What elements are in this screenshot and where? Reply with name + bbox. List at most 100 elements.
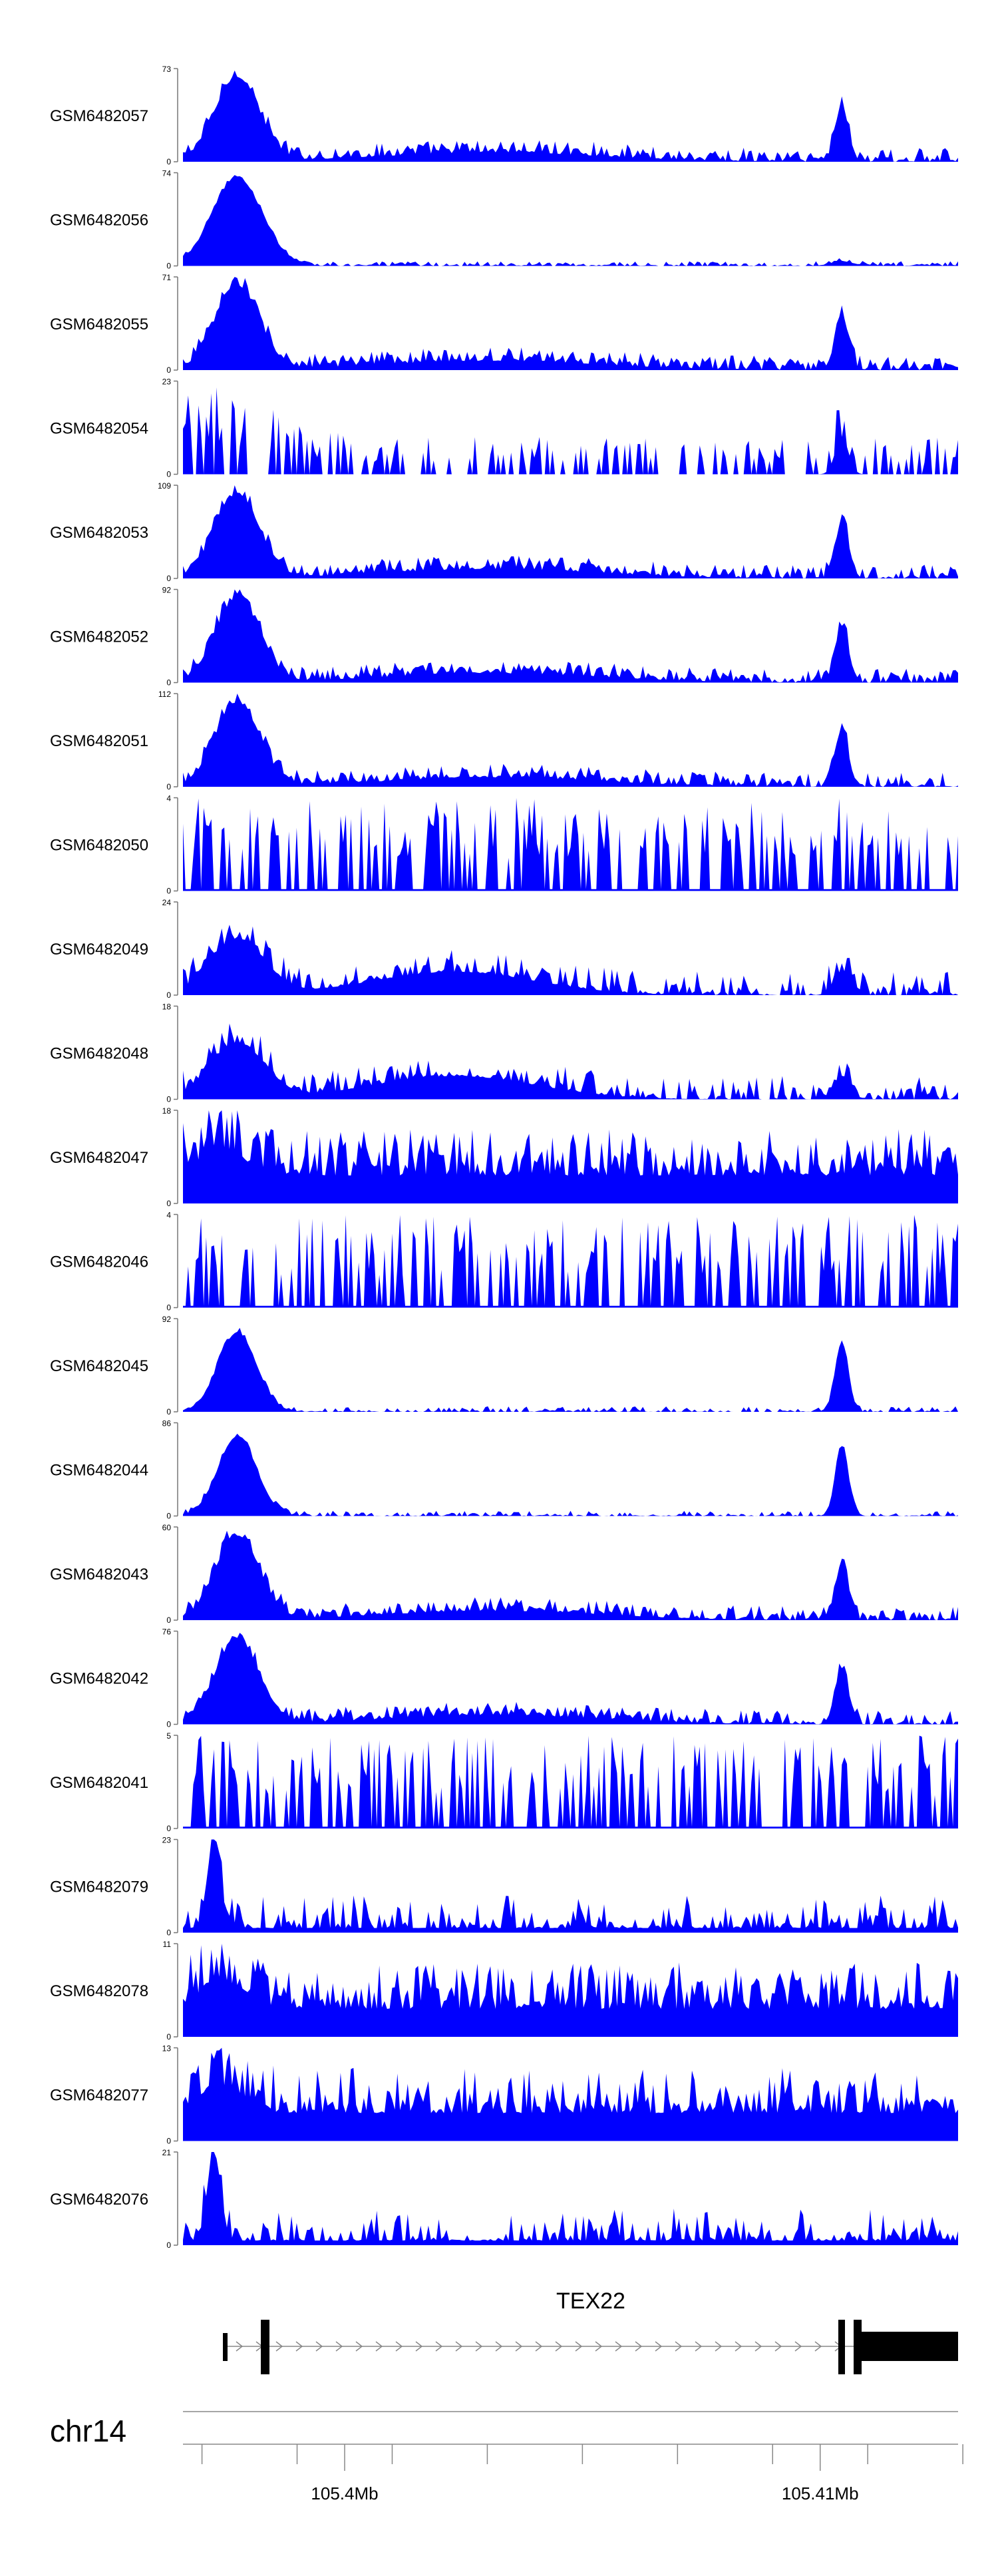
gene-exon: [261, 2320, 269, 2374]
strand-arrow: [555, 2341, 563, 2352]
y-max-label: 24: [162, 898, 172, 907]
axis-tick-label: 105.41Mb: [782, 2483, 859, 2503]
coverage-area: [183, 1023, 958, 1100]
track-GSM6482048: GSM6482048 18 0: [50, 1002, 958, 1104]
sample-label: GSM6482048: [50, 1045, 148, 1063]
track-GSM6482077: GSM6482077 13 0: [50, 2044, 958, 2146]
y-max-label: 92: [162, 586, 172, 595]
sample-label: GSM6482079: [50, 1878, 148, 1896]
sample-label: GSM6482057: [50, 107, 148, 125]
gene-exon: [838, 2320, 845, 2374]
coverage-area: [183, 1530, 958, 1620]
y-zero-label: 0: [166, 2032, 171, 2041]
gene-model: TEX22: [223, 2288, 958, 2374]
strand-arrow: [236, 2341, 244, 2352]
genome-axis: chr14 105.4Mb 105.41Mb: [50, 2411, 963, 2503]
y-zero-label: 0: [166, 1303, 171, 1313]
y-max-label: 11: [163, 1940, 172, 1949]
strand-arrow: [535, 2341, 543, 2352]
coverage-area: [183, 1110, 958, 1203]
strand-arrow: [395, 2341, 403, 2352]
strand-arrow: [794, 2341, 802, 2352]
strand-arrow: [715, 2341, 723, 2352]
coverage-area: [183, 2152, 958, 2245]
y-zero-label: 0: [166, 157, 171, 166]
strand-arrow: [814, 2341, 822, 2352]
track-GSM6482057: GSM6482057 73 0: [50, 65, 958, 166]
strand-arrow: [615, 2341, 623, 2352]
y-zero-label: 0: [166, 990, 171, 1000]
y-zero-label: 0: [166, 1928, 171, 1938]
y-max-label: 5: [166, 1731, 171, 1741]
coverage-area: [183, 1839, 958, 1933]
track-GSM6482051: GSM6482051 112 0: [50, 690, 958, 791]
strand-arrow: [435, 2341, 443, 2352]
strand-arrow: [375, 2341, 383, 2352]
y-max-label: 109: [158, 481, 171, 491]
y-zero-label: 0: [166, 1512, 171, 1521]
coverage-area: [183, 694, 958, 787]
y-zero-label: 0: [166, 678, 171, 688]
y-zero-label: 0: [166, 2241, 171, 2250]
track-GSM6482045: GSM6482045 92 0: [50, 1315, 958, 1416]
track-GSM6482052: GSM6482052 92 0: [50, 586, 958, 688]
y-max-label: 21: [162, 2148, 172, 2157]
chromosome-label: chr14: [50, 2414, 126, 2448]
strand-arrow: [455, 2341, 463, 2352]
strand-arrow: [335, 2341, 343, 2352]
y-zero-label: 0: [166, 1095, 171, 1104]
y-max-label: 4: [166, 794, 171, 803]
strand-arrow: [295, 2341, 303, 2352]
track-GSM6482042: GSM6482042 76 0: [50, 1627, 958, 1729]
y-max-label: 23: [162, 377, 172, 387]
sample-label: GSM6482047: [50, 1149, 148, 1167]
coverage-area: [183, 797, 958, 891]
y-max-label: 18: [162, 1106, 172, 1116]
sample-label: GSM6482041: [50, 1774, 148, 1792]
coverage-area: [183, 485, 958, 578]
strand-arrow: [275, 2341, 283, 2352]
y-zero-label: 0: [166, 887, 171, 896]
track-GSM6482056: GSM6482056 74 0: [50, 169, 958, 271]
y-max-label: 74: [162, 169, 172, 178]
sample-label: GSM6482044: [50, 1462, 148, 1480]
strand-arrow: [774, 2341, 782, 2352]
y-max-label: 112: [158, 690, 171, 699]
y-max-label: 4: [166, 1211, 171, 1220]
coverage-area: [183, 589, 958, 683]
sample-label: GSM6482077: [50, 2087, 148, 2105]
strand-arrow: [635, 2341, 643, 2352]
y-zero-label: 0: [166, 782, 171, 791]
strand-arrow: [595, 2341, 603, 2352]
strand-arrow: [655, 2341, 663, 2352]
y-max-label: 71: [162, 273, 172, 282]
y-zero-label: 0: [166, 1199, 171, 1208]
y-max-label: 23: [162, 1836, 172, 1845]
strand-arrow: [415, 2341, 423, 2352]
sample-label: GSM6482046: [50, 1253, 148, 1271]
sample-label: GSM6482078: [50, 1982, 148, 2000]
coverage-area: [183, 277, 958, 370]
axis-tick-label: 105.4Mb: [311, 2483, 378, 2503]
coverage-area: [183, 1433, 958, 1516]
sample-label: GSM6482054: [50, 420, 148, 438]
strand-arrow: [735, 2341, 743, 2352]
strand-arrow: [575, 2341, 583, 2352]
y-zero-label: 0: [166, 262, 171, 271]
coverage-area: [183, 925, 958, 995]
track-GSM6482049: GSM6482049 24 0: [50, 898, 958, 1000]
gene-exon-utr: [862, 2332, 958, 2361]
y-zero-label: 0: [166, 1615, 171, 1625]
sample-label: GSM6482076: [50, 2191, 148, 2209]
y-max-label: 86: [162, 1419, 172, 1428]
strand-arrow: [695, 2341, 703, 2352]
coverage-area: [183, 1215, 958, 1308]
track-GSM6482050: GSM6482050 4 0: [50, 794, 958, 896]
y-zero-label: 0: [166, 2137, 171, 2146]
y-zero-label: 0: [166, 1824, 171, 1833]
gene-exon: [854, 2320, 862, 2374]
sample-label: GSM6482050: [50, 837, 148, 855]
y-zero-label: 0: [166, 470, 171, 479]
y-zero-label: 0: [166, 574, 171, 583]
